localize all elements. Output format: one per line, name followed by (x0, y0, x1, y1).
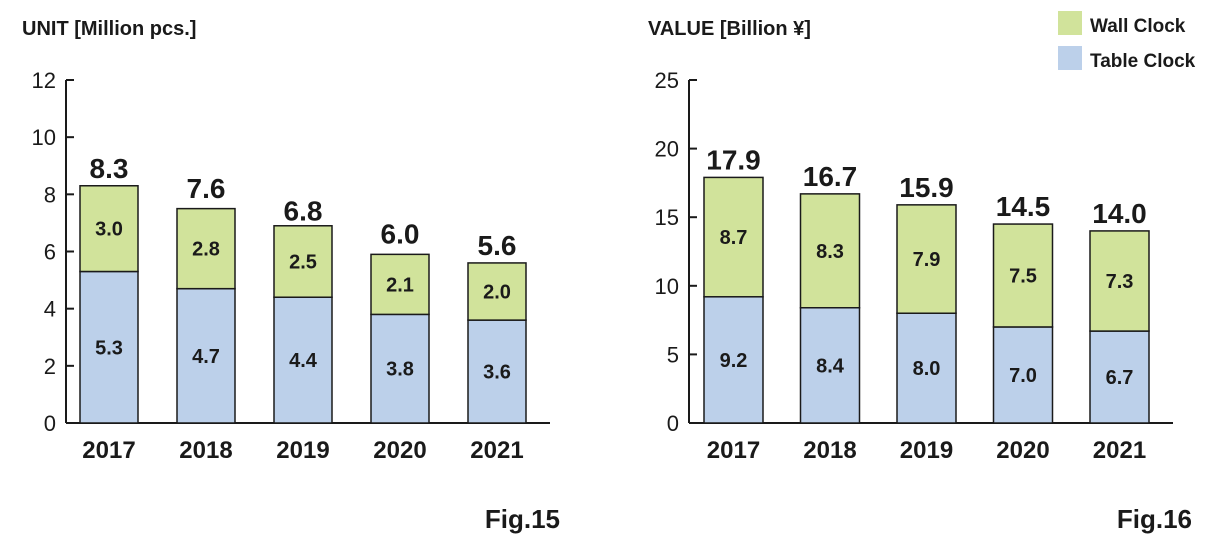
value-data-label-wall-clock-2018: 8.3 (816, 241, 844, 263)
value-bar-table-clock-2021 (1089, 330, 1150, 424)
value-x-tick-label-2019: 2019 (900, 437, 953, 464)
unit-data-label-table-clock-2019: 4.4 (289, 350, 318, 372)
value-data-label-wall-clock-2019: 7.9 (913, 249, 941, 271)
value-data-label-table-clock-2019: 8.0 (913, 358, 941, 380)
value-data-label-table-clock-2021: 6.7 (1106, 367, 1134, 389)
unit-data-label-wall-clock-2018: 2.8 (192, 239, 220, 261)
legend-label-table-clock: Table Clock (1090, 51, 1196, 72)
unit-bar-wall-clock-2017 (79, 185, 139, 273)
value-x-tick-label-2017: 2017 (707, 437, 760, 464)
value-x-tick-label-2020: 2020 (996, 437, 1049, 464)
unit-chart: 0 2 4 6 8 10 12 5.3 3.0 8.3 2017 4.7 2.8 7.6 2018 4.4 2.… (32, 68, 550, 464)
value-y-tick-label: 10 (655, 274, 679, 299)
value-chart-figure-label: Fig.16 (1117, 504, 1192, 534)
unit-data-label-table-clock-2018: 4.7 (192, 346, 220, 368)
unit-data-label-wall-clock-2020: 2.1 (386, 274, 414, 296)
value-bar-wall-clock-2017 (703, 176, 764, 298)
unit-bar-table-clock-2021 (467, 319, 527, 424)
value-bar-table-clock-2018 (799, 307, 861, 424)
value-chart-title: VALUE [Billion ¥] (648, 18, 811, 40)
value-bar-wall-clock-2021 (1089, 230, 1150, 332)
value-data-label-table-clock-2018: 8.4 (816, 355, 845, 377)
value-total-label-2021: 14.0 (1092, 198, 1147, 229)
value-y-tick-label: 5 (667, 342, 679, 367)
value-bar-wall-clock-2020 (992, 223, 1054, 328)
unit-total-label-2020: 6.0 (381, 219, 420, 250)
unit-chart-figure-label: Fig.15 (485, 504, 560, 534)
unit-data-label-wall-clock-2021: 2.0 (483, 282, 511, 304)
value-data-label-table-clock-2017: 9.2 (720, 350, 748, 372)
legend: Wall Clock Table Clock (1058, 11, 1196, 72)
unit-bar-table-clock-2017 (79, 270, 139, 424)
unit-chart-title: UNIT [Million pcs.] (22, 18, 196, 40)
unit-y-tick-label: 6 (44, 240, 56, 265)
legend-swatch-table-clock (1058, 46, 1082, 70)
unit-x-tick-label-2018: 2018 (179, 437, 232, 464)
unit-x-tick-label-2020: 2020 (373, 437, 426, 464)
value-data-label-wall-clock-2021: 7.3 (1106, 271, 1134, 293)
value-chart: 0 5 10 15 20 25 9.2 8.7 17.9 2017 8.4 8.3 16.7 2018 8.… (655, 68, 1173, 464)
unit-data-label-wall-clock-2017: 3.0 (95, 219, 123, 241)
unit-data-label-table-clock-2017: 5.3 (95, 337, 123, 359)
value-data-label-table-clock-2020: 7.0 (1009, 365, 1037, 387)
unit-bar-wall-clock-2018 (176, 207, 236, 290)
value-data-label-wall-clock-2020: 7.5 (1009, 266, 1037, 288)
unit-y-tick-label: 12 (32, 68, 56, 93)
value-bar-wall-clock-2019 (896, 204, 957, 314)
unit-data-label-table-clock-2021: 3.6 (483, 362, 511, 384)
value-bar-table-clock-2019 (896, 312, 957, 424)
unit-bar-wall-clock-2019 (273, 225, 333, 298)
unit-x-tick-label-2019: 2019 (276, 437, 329, 464)
unit-x-tick-label-2021: 2021 (470, 437, 523, 464)
value-y-tick-label: 0 (667, 411, 679, 436)
value-total-label-2020: 14.5 (996, 191, 1051, 222)
value-x-tick-label-2021: 2021 (1093, 437, 1146, 464)
value-bar-wall-clock-2018 (799, 193, 861, 309)
unit-y-tick-label: 10 (32, 125, 56, 150)
value-data-label-wall-clock-2017: 8.7 (720, 227, 748, 249)
value-total-label-2018: 16.7 (803, 161, 858, 192)
unit-total-label-2019: 6.8 (284, 196, 323, 227)
unit-y-tick-label: 2 (44, 354, 56, 379)
value-total-label-2017: 17.9 (706, 144, 761, 175)
value-x-tick-label-2018: 2018 (803, 437, 856, 464)
unit-y-tick-label: 4 (44, 297, 56, 322)
unit-total-label-2017: 8.3 (90, 153, 129, 184)
unit-bar-wall-clock-2020 (370, 253, 430, 316)
value-bar-table-clock-2020 (992, 326, 1054, 424)
unit-total-label-2021: 5.6 (478, 230, 517, 261)
value-y-tick-label: 15 (655, 205, 679, 230)
value-y-tick-label: 20 (655, 137, 679, 162)
unit-data-label-table-clock-2020: 3.8 (386, 359, 414, 381)
unit-total-label-2018: 7.6 (187, 173, 226, 204)
unit-y-tick-label: 0 (44, 411, 56, 436)
unit-x-tick-label-2017: 2017 (82, 437, 135, 464)
legend-label-wall-clock: Wall Clock (1090, 16, 1186, 37)
value-y-tick-label: 25 (655, 68, 679, 93)
legend-swatch-wall-clock (1058, 11, 1082, 35)
unit-data-label-wall-clock-2019: 2.5 (289, 252, 317, 274)
value-total-label-2019: 15.9 (899, 172, 954, 203)
unit-y-tick-label: 8 (44, 182, 56, 207)
unit-bar-wall-clock-2021 (467, 262, 527, 321)
